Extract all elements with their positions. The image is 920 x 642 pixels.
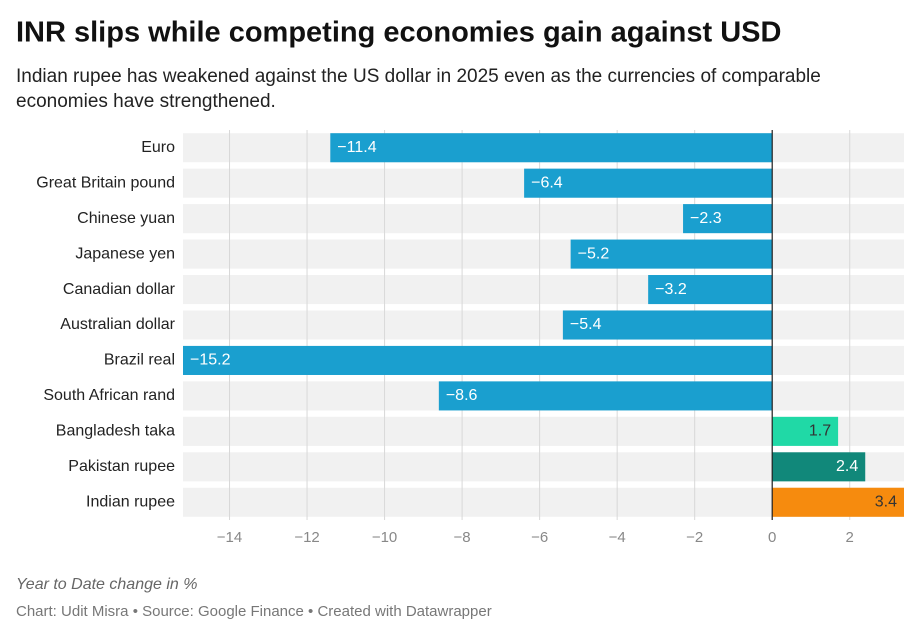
y-tick-label: Brazil real	[104, 352, 175, 369]
value-label: −3.2	[655, 281, 687, 298]
value-label: −6.4	[531, 174, 563, 191]
value-label: −15.2	[190, 352, 231, 369]
y-tick-label: Great Britain pound	[36, 174, 175, 191]
bar	[562, 310, 773, 340]
bar	[438, 381, 773, 411]
bar	[330, 133, 773, 163]
value-label: −8.6	[446, 387, 478, 404]
bar	[772, 416, 839, 446]
bar	[772, 487, 904, 517]
x-tick-label: −8	[454, 529, 471, 546]
y-tick-label: Japanese yen	[75, 245, 175, 262]
bar	[524, 168, 773, 198]
x-tick-label: −6	[531, 529, 548, 546]
chart-title: INR slips while competing economies gain…	[16, 17, 781, 49]
bar	[570, 239, 773, 269]
value-label: −2.3	[690, 210, 722, 227]
row-background	[183, 275, 904, 305]
x-axis-label: Year to Date change in %	[16, 576, 197, 593]
x-tick-label: −4	[609, 529, 626, 546]
subtitle-box: Indian rupee has weakened against the US…	[16, 66, 821, 112]
y-tick-label: Indian rupee	[86, 493, 175, 510]
footer: Chart: Udit Misra • Source: Google Finan…	[16, 603, 492, 620]
bar	[648, 275, 773, 305]
x-tick-label: 0	[768, 529, 776, 546]
bar	[183, 345, 773, 375]
y-tick-label: Australian dollar	[60, 316, 175, 333]
row-background	[183, 310, 904, 340]
x-tick-label: −14	[217, 529, 242, 546]
y-tick-label: Bangladesh taka	[56, 423, 175, 440]
y-tick-label: Canadian dollar	[63, 281, 176, 298]
y-tick-label: Pakistan rupee	[68, 458, 175, 475]
value-label: 1.7	[809, 423, 831, 440]
row-background	[183, 239, 904, 269]
y-tick-label: Euro	[141, 139, 175, 156]
bar	[772, 452, 866, 482]
y-tick-label: Chinese yuan	[77, 210, 175, 227]
x-tick-label: −2	[686, 529, 703, 546]
x-tick-label: 2	[846, 529, 854, 546]
value-label: −5.2	[578, 245, 610, 262]
chart-subtitle: Indian rupee has weakened against the US…	[16, 66, 821, 112]
value-label: −11.4	[337, 139, 376, 156]
bar	[683, 204, 773, 234]
row-background	[183, 204, 904, 234]
value-label: −5.4	[570, 316, 602, 333]
value-label: 3.4	[875, 493, 897, 510]
x-tick-label: −12	[294, 529, 319, 546]
value-label: 2.4	[836, 458, 858, 475]
x-tick-label: −10	[372, 529, 397, 546]
y-tick-label: South African rand	[43, 387, 175, 404]
